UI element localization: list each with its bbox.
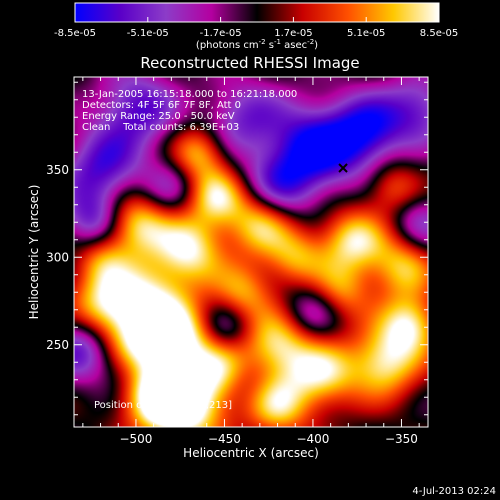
colorbar-tick-label: -5.1e-05 — [127, 28, 169, 39]
chart-title: Reconstructed RHESSI Image — [140, 54, 359, 72]
x-tick-label: −450 — [208, 432, 241, 446]
y-axis-ticks: 250 300 350 — [46, 81, 428, 416]
y-tick-label: 350 — [46, 163, 69, 177]
x-axis-ticks: −500 −450 −400 −350 — [82, 77, 420, 446]
x-axis-label: Heliocentric X (arcsec) — [183, 446, 319, 460]
colorbar-tick-label: -1.7e-05 — [200, 28, 242, 39]
y-tick-label: 250 — [46, 338, 69, 352]
colorbar-tick-label: 5.1e-05 — [347, 28, 385, 39]
colorbar-unit-label: (photons cm-2 s-1 asec-2) — [196, 38, 318, 51]
y-axis-label: Heliocentric Y (arcsec) — [27, 185, 41, 320]
minimum-marker — [338, 163, 348, 173]
annotation-block: 13-Jan-2005 16:15:18.000 to 16:21:18.000… — [82, 89, 297, 133]
plot-area: −500 −450 −400 −350 250 300 350 — [46, 76, 429, 446]
colorbar-tick-label: 1.7e-05 — [274, 28, 312, 39]
annotation-peak-position: Position of Peak: [-471,213] — [94, 400, 232, 411]
annotation-clean: Clean Total counts: 6.39E+03 — [82, 122, 239, 133]
annotation-detectors: Detectors: 4F 5F 6F 7F 8F, Att 0 — [82, 100, 241, 111]
colorbar-tick-label: -8.5e-05 — [54, 28, 96, 39]
peak-marker — [185, 407, 190, 412]
footer-timestamp: 4-Jul-2013 02:24 — [412, 486, 496, 497]
colorbar: -8.5e-05 -5.1e-05 -1.7e-05 1.7e-05 5.1e-05 8.… — [54, 2, 458, 51]
colorbar-ticks — [74, 17, 440, 22]
plot-frame — [73, 76, 429, 428]
annotation-time: 13-Jan-2005 16:15:18.000 to 16:21:18.000 — [82, 89, 297, 100]
x-tick-label: −350 — [385, 432, 418, 446]
x-tick-label: −400 — [296, 432, 329, 446]
colorbar-gradient — [74, 2, 440, 23]
colorbar-tick-label: 8.5e-05 — [420, 28, 458, 39]
x-tick-label: −500 — [119, 432, 152, 446]
annotation-energy: Energy Range: 25.0 - 50.0 keV — [82, 111, 235, 122]
y-tick-label: 300 — [46, 250, 69, 264]
colorbar-tick-labels: -8.5e-05 -5.1e-05 -1.7e-05 1.7e-05 5.1e-05 8.… — [54, 28, 458, 39]
heatmap-image — [74, 77, 428, 427]
heatmap-marks — [185, 163, 348, 412]
